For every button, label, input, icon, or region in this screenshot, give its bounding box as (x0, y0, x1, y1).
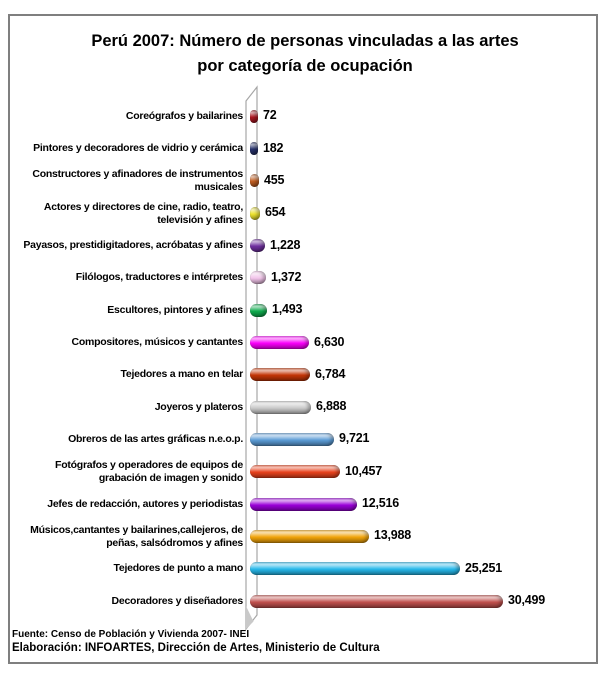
category-label: Compositores, músicos y cantantes (71, 336, 244, 348)
value-label: 25,251 (465, 561, 503, 575)
category-label: Obreros de las artes gráficas n.e.o.p. (68, 433, 243, 445)
category-label: Tejedores de punto a mano (113, 562, 244, 574)
value-label: 9,721 (339, 431, 370, 445)
bar (250, 207, 260, 220)
value-label: 6,888 (316, 399, 347, 413)
category-label: Músicos,cantantes y bailarines,callejero… (30, 524, 243, 549)
chart-title-line1: Perú 2007: Número de personas vinculadas… (91, 32, 519, 50)
category-label: Payasos, prestidigitadores, acróbatas y … (23, 239, 243, 251)
category-label: Filólogos, traductores e intérpretes (75, 271, 243, 283)
category-label: Actores y directores de cine, radio, tea… (43, 201, 243, 226)
value-label: 30,499 (508, 593, 546, 607)
bar (250, 562, 460, 575)
category-label: Pintores y decoradores de vidrio y cerám… (33, 142, 243, 154)
category-label: Coreógrafos y bailarines (125, 110, 243, 122)
source-note: Fuente: Censo de Población y Vivienda 20… (12, 629, 250, 640)
value-label: 182 (263, 141, 284, 155)
category-label: Fotógrafos y operadores de equipos de gr… (55, 459, 243, 484)
value-label: 1,493 (272, 302, 303, 316)
value-label: 1,228 (270, 238, 301, 252)
category-label: Tejedores a mano en telar (120, 368, 243, 380)
category-label: Constructores y afinadores de instrument… (32, 168, 243, 193)
category-label: Escultores, pintores y afines (107, 304, 243, 316)
bar (250, 530, 369, 543)
bar (250, 174, 259, 187)
value-label: 10,457 (345, 464, 383, 478)
value-label: 13,988 (374, 528, 412, 542)
bar (250, 401, 311, 414)
category-label: Decoradores y diseñadores (111, 595, 244, 607)
bar (250, 433, 334, 446)
value-label: 72 (263, 108, 277, 122)
bar (250, 110, 258, 123)
bar (250, 336, 309, 349)
chart-title-line2: por categoría de ocupación (197, 57, 413, 75)
bar (250, 465, 340, 478)
bar (250, 498, 357, 511)
value-label: 654 (265, 205, 286, 219)
category-label: Jefes de redacción, autores y periodista… (47, 498, 243, 510)
chart-footer: Fuente: Censo de Población y Vivienda 20… (12, 629, 592, 655)
bar (250, 304, 267, 317)
category-label: Joyeros y plateros (154, 401, 244, 413)
value-label: 455 (264, 173, 285, 187)
bar (250, 595, 503, 608)
bar (250, 368, 310, 381)
value-label: 12,516 (362, 496, 400, 510)
bar (250, 142, 258, 155)
bar (250, 271, 266, 284)
elaboration-note: Elaboración: INFOARTES, Dirección de Art… (12, 642, 380, 654)
chart-title: Perú 2007: Número de personas vinculadas… (0, 29, 610, 79)
value-label: 1,372 (271, 270, 302, 284)
value-label: 6,630 (314, 335, 345, 349)
bar (250, 239, 265, 252)
value-label: 6,784 (315, 367, 346, 381)
